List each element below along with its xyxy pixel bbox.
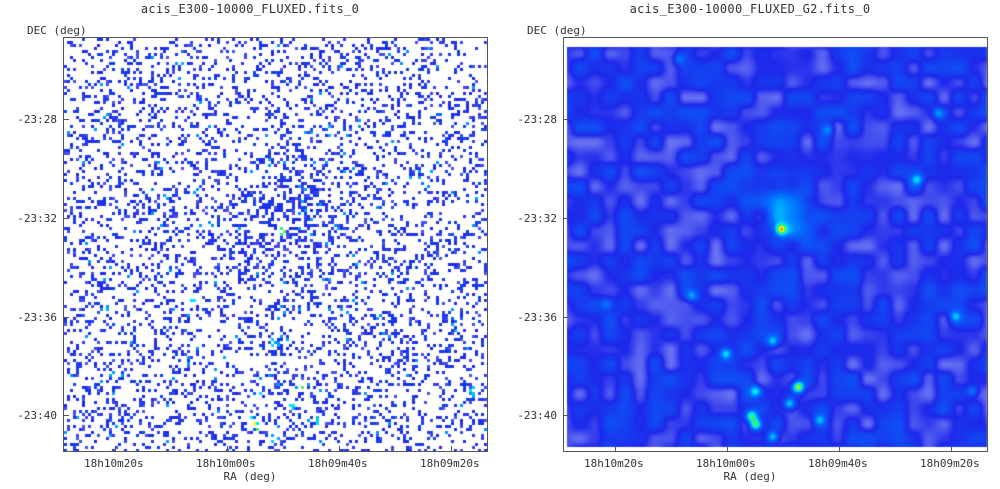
x-axis-label: RA (deg) bbox=[723, 470, 777, 483]
y-tick-label: -23:28 bbox=[517, 113, 557, 126]
y-tick-label: -23:36 bbox=[17, 311, 57, 324]
x-tick-label: 18h09m40s bbox=[308, 457, 368, 470]
y-tick-mark bbox=[63, 415, 69, 416]
y-tick-mark bbox=[63, 119, 69, 120]
y-tick-mark bbox=[63, 218, 69, 219]
y-tick-mark bbox=[563, 218, 569, 219]
y-tick-label: -23:40 bbox=[517, 409, 557, 422]
y-axis-label: DEC (deg) bbox=[527, 24, 587, 37]
x-tick-label: 18h10m20s bbox=[584, 457, 644, 470]
y-tick-mark bbox=[63, 317, 69, 318]
left-image-panel: acis_E300-10000_FLUXED.fits_0 DEC (deg) … bbox=[17, 2, 488, 483]
y-tick-label: -23:32 bbox=[17, 212, 57, 225]
x-tick-mark bbox=[615, 446, 616, 452]
x-axis-label: RA (deg) bbox=[223, 470, 277, 483]
y-axis-label: DEC (deg) bbox=[27, 24, 87, 37]
x-tick-mark bbox=[951, 446, 952, 452]
x-tick-label: 18h10m00s bbox=[196, 457, 256, 470]
y-tick-label: -23:32 bbox=[517, 212, 557, 225]
y-tick-label: -23:36 bbox=[517, 311, 557, 324]
image-canvas-frame[interactable] bbox=[563, 37, 988, 452]
x-tick-mark bbox=[727, 446, 728, 452]
y-tick-label: -23:28 bbox=[17, 113, 57, 126]
panel-title: acis_E300-10000_FLUXED_G2.fits_0 bbox=[629, 2, 871, 16]
counts-image[interactable] bbox=[64, 38, 487, 451]
x-tick-label: 18h09m20s bbox=[420, 457, 480, 470]
x-tick-label: 18h09m20s bbox=[920, 457, 980, 470]
image-canvas-frame[interactable] bbox=[63, 37, 488, 452]
x-tick-label: 18h10m20s bbox=[84, 457, 144, 470]
x-tick-mark bbox=[451, 446, 452, 452]
panel-title: acis_E300-10000_FLUXED.fits_0 bbox=[140, 2, 360, 16]
smoothed-image[interactable] bbox=[564, 38, 987, 451]
x-tick-mark bbox=[115, 446, 116, 452]
y-tick-label: -23:40 bbox=[17, 409, 57, 422]
x-tick-mark bbox=[227, 446, 228, 452]
x-tick-mark bbox=[839, 446, 840, 452]
y-tick-mark bbox=[563, 119, 569, 120]
y-tick-mark bbox=[563, 317, 569, 318]
y-tick-mark bbox=[563, 415, 569, 416]
x-tick-label: 18h10m00s bbox=[696, 457, 756, 470]
x-tick-label: 18h09m40s bbox=[808, 457, 868, 470]
right-image-panel: acis_E300-10000_FLUXED_G2.fits_0 DEC (de… bbox=[500, 0, 1000, 489]
x-tick-mark bbox=[339, 446, 340, 452]
